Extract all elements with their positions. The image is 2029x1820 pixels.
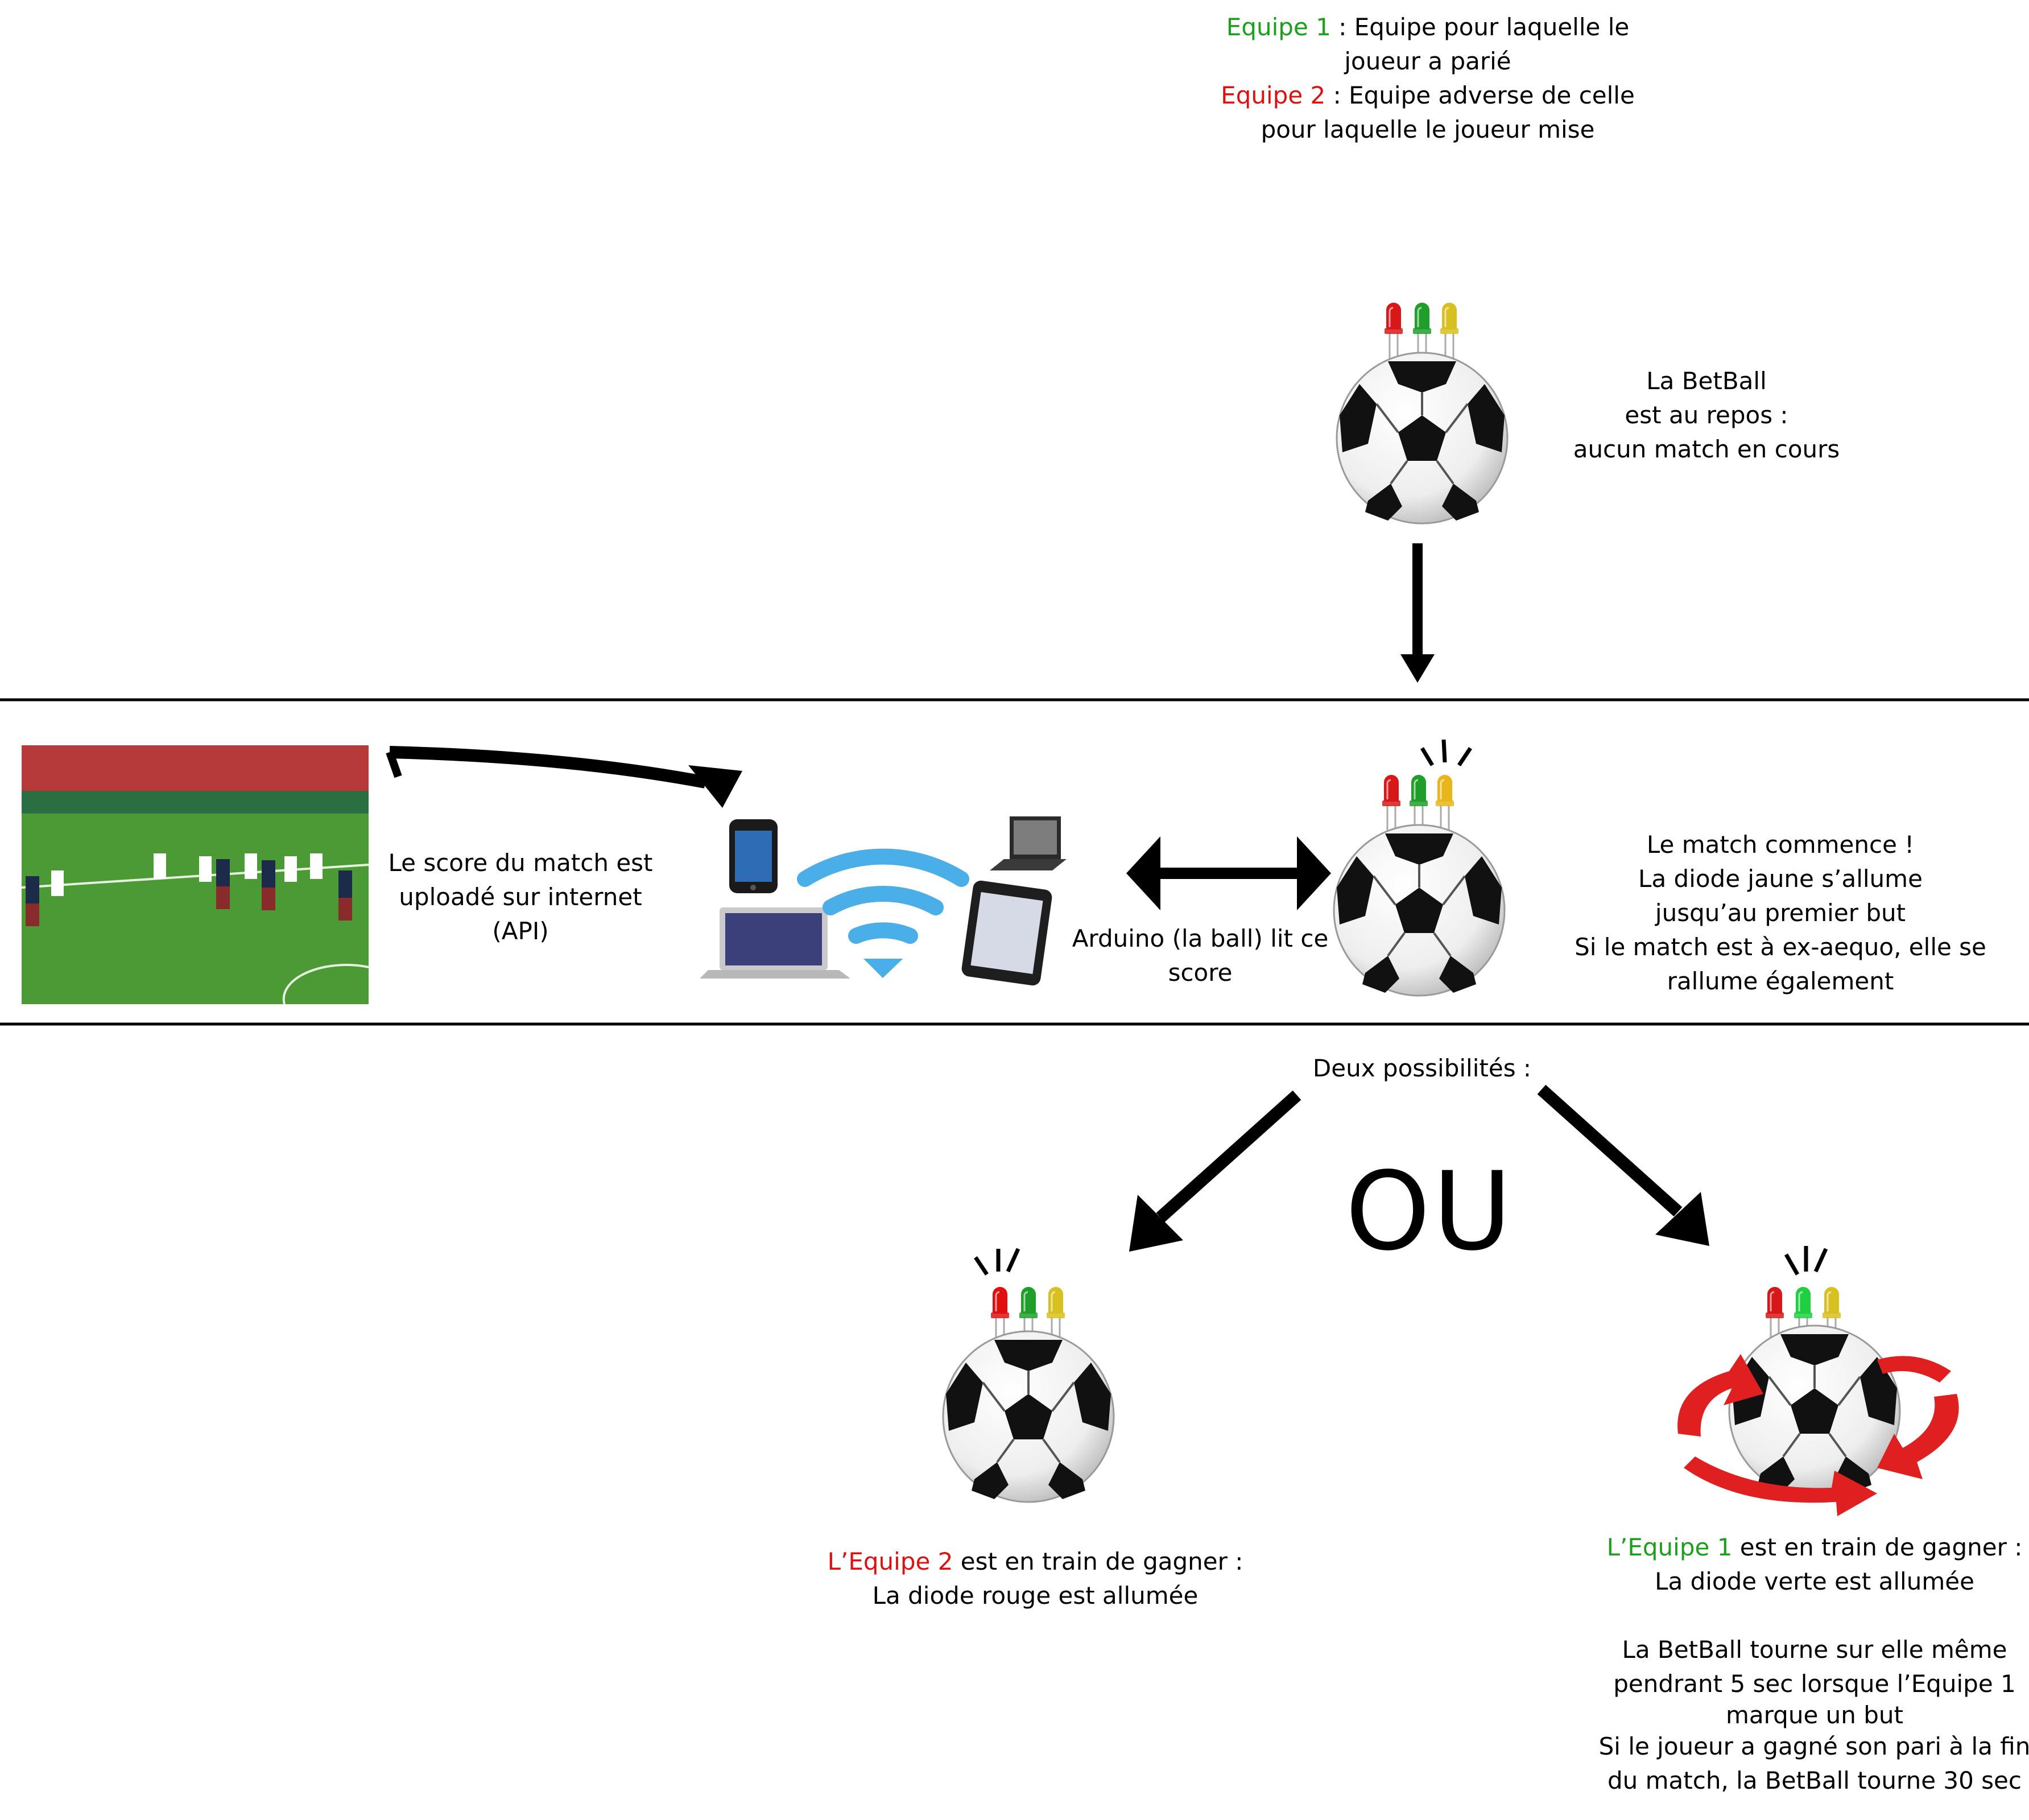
state-rest-text: La BetBall est au repos : aucun match en… — [1536, 364, 1877, 467]
team1-winning-line7: du match, la BetBall tourne 30 sec — [1607, 1767, 2022, 1794]
team2-winning-line1: est en train de gagner : — [953, 1547, 1243, 1575]
or-label: OU — [1345, 1149, 1514, 1274]
ball-team1-winning — [1677, 1246, 1959, 1516]
upload-line-2: uploadé sur internet — [399, 883, 642, 911]
team1-winning-line5: marque un but — [1726, 1701, 1903, 1729]
team1-text: : Equipe pour laquelle le — [1330, 13, 1630, 41]
team1-winning-line4: pendrant 5 sec lorsque l’Equipe 1 — [1613, 1670, 2016, 1698]
match-start-text: Le match commence ! La diode jaune s’all… — [1564, 828, 1997, 998]
arduino-text: Arduino (la ball) lit ce score — [1047, 922, 1354, 990]
arrow-down — [1400, 543, 1435, 683]
arrow-photo-to-internet — [386, 746, 742, 808]
match-line-2: La diode jaune s’allume — [1638, 865, 1923, 893]
arrow-to-left-option — [1129, 1090, 1301, 1252]
laptop-icon-small — [990, 816, 1067, 870]
glow-lines-icon — [1420, 739, 1472, 766]
team2-text: : Equipe adverse de celle — [1325, 81, 1635, 109]
team1-winning-line6: Si le joueur a gagné son pari à la fin — [1598, 1732, 2029, 1760]
glow-lines-icon — [974, 1248, 1020, 1276]
rotation-arrows-icon — [1677, 1354, 1959, 1516]
upload-text: Le score du match est uploadé sur intern… — [378, 846, 663, 948]
smartphone-icon — [729, 819, 778, 893]
team2-text-2: pour laquelle le joueur mise — [1261, 115, 1595, 143]
rest-line-1: La BetBall — [1646, 367, 1767, 395]
arrow-to-right-option — [1537, 1084, 1709, 1246]
wifi-icon — [797, 848, 969, 978]
team1-winning-line2: La diode verte est allumée — [1655, 1567, 1974, 1595]
glow-lines-icon — [1784, 1246, 1828, 1276]
ball-at-rest — [1336, 302, 1509, 525]
two-options-label: Deux possibilités : — [1312, 1054, 1532, 1082]
laptop-icon — [700, 907, 850, 979]
rest-line-2: est au repos : — [1625, 401, 1788, 429]
soccer-ball-icon — [1336, 352, 1509, 525]
ball-team2-winning — [942, 1248, 1115, 1503]
team2-winning-line2: La diode rouge est allumée — [872, 1582, 1199, 1609]
team1-text-2: joueur a parié — [1344, 47, 1511, 75]
team1-label: Equipe 1 — [1226, 13, 1331, 41]
team2-label: Equipe 2 — [1221, 81, 1326, 109]
team-legend: Equipe 1 : Equipe pour laquelle le joueu… — [1200, 10, 1655, 147]
arrow-bidirectional — [1126, 836, 1331, 910]
tablet-icon — [961, 880, 1052, 986]
soccer-ball-icon — [942, 1330, 1115, 1503]
football-match-photo — [21, 745, 369, 1005]
match-line-5: rallume également — [1667, 967, 1894, 995]
soccer-ball-icon — [1728, 1324, 1901, 1497]
soccer-ball-icon — [1333, 824, 1506, 997]
team2-winning-text: L’Equipe 2 est en train de gagner : La d… — [819, 1545, 1251, 1613]
match-line-1: Le match commence ! — [1646, 831, 1915, 859]
rest-line-3: aucun match en cours — [1573, 435, 1840, 463]
match-line-3: jusqu’au premier but — [1655, 899, 1906, 927]
upload-line-3: (API) — [492, 917, 549, 945]
team1-winning-line3: La BetBall tourne sur elle même — [1622, 1636, 2007, 1664]
team1-winning-text: L’Equipe 1 est en train de gagner : La d… — [1587, 1530, 2029, 1798]
match-line-4: Si le match est à ex-aequo, elle se — [1575, 933, 1986, 961]
team1-winning-label: L’Equipe 1 — [1606, 1533, 1733, 1561]
team1-winning-line1: est en train de gagner : — [1732, 1533, 2023, 1561]
arduino-line-2: score — [1168, 959, 1233, 987]
upload-line-1: Le score du match est — [388, 849, 653, 877]
team2-winning-label: L’Equipe 2 — [827, 1547, 953, 1575]
arduino-line-1: Arduino (la ball) lit ce — [1072, 925, 1329, 952]
ball-match-started — [1333, 739, 1506, 997]
